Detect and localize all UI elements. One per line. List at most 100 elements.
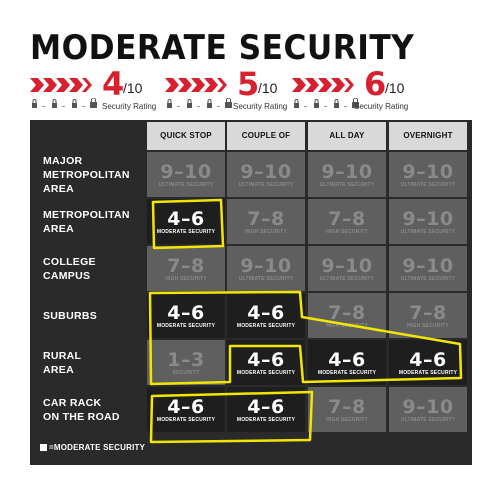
rating-level-label: ULTIMATE SECURITY <box>238 181 294 188</box>
rating-range: 4–6 <box>247 395 285 418</box>
rating-cell: 9–10 ULTIMATE SECURITY <box>227 152 305 197</box>
rating-range: 9–10 <box>402 160 454 183</box>
row-label: METROPOLITAN AREA <box>33 199 143 244</box>
row-label: CAR RACK ON THE ROAD <box>33 387 143 432</box>
highlight-outline-suburbs-rural <box>148 290 463 386</box>
rating-cell: 4–6 MODERATE SECURITY <box>147 199 225 244</box>
rating-denominator: /10 <box>385 80 405 96</box>
rating-level-label: HIGH SECURITY <box>407 322 449 329</box>
legend-square-icon <box>40 444 47 451</box>
rating-denominator: /10 <box>123 80 143 96</box>
rating-range: 1–3 <box>167 348 205 371</box>
rating-range: 9–10 <box>160 160 212 183</box>
rating-level-label: MODERATE SECURITY <box>317 369 377 376</box>
rating-caption: Security Rating <box>102 102 157 111</box>
row-label: MAJOR METROPOLITAN AREA <box>33 152 143 197</box>
rating-level-label: HIGH SECURITY <box>165 275 207 282</box>
column-header: ALL DAY <box>308 122 386 150</box>
rating-range: 4–6 <box>167 301 205 324</box>
rating-range: 9–10 <box>240 160 292 183</box>
rating-level-label: MODERATE SECURITY <box>236 416 296 423</box>
rating-cell: 9–10 ULTIMATE SECURITY <box>227 246 305 291</box>
rating-level-label: ULTIMATE SECURITY <box>319 181 375 188</box>
lock-icons <box>32 98 97 108</box>
rating-range: 9–10 <box>321 254 373 277</box>
page-title: MODERATE SECURITY <box>30 28 415 68</box>
rating-range: 7–8 <box>167 254 205 277</box>
rating-level-label: MODERATE SECURITY <box>398 369 458 376</box>
rating-cell: 4–6 MODERATE SECURITY <box>227 293 305 338</box>
rating-cell: 7–8 HIGH SECURITY <box>389 293 467 338</box>
rating-number: 4 <box>102 65 125 103</box>
rating-5: 5 /10 Security Rating <box>165 66 290 118</box>
rating-range: 7–8 <box>247 207 285 230</box>
rating-level-label: HIGH SECURITY <box>326 416 368 423</box>
rating-range: 7–8 <box>409 301 447 324</box>
row-label-line: ON THE ROAD <box>43 410 120 423</box>
rating-caption: Security Rating <box>233 102 288 111</box>
column-header: OVERNIGHT <box>389 122 467 150</box>
rating-level-label: ULTIMATE SECURITY <box>400 181 456 188</box>
rating-4: 4 /10 Security Rating <box>30 65 157 118</box>
rating-range: 9–10 <box>402 254 454 277</box>
row-label-line: SUBURBS <box>43 309 98 322</box>
highlight-outlines <box>148 198 463 444</box>
rating-denominator: /10 <box>258 80 278 96</box>
rating-range: 9–10 <box>240 254 292 277</box>
rating-level-label: MODERATE SECURITY <box>236 322 296 329</box>
rating-cell: 7–8 HIGH SECURITY <box>308 199 386 244</box>
rating-level-label: MODERATE SECURITY <box>236 369 296 376</box>
rating-cell: 4–6 MODERATE SECURITY <box>227 340 305 385</box>
rating-cell: 9–10 ULTIMATE SECURITY <box>389 152 467 197</box>
row-label-line: AREA <box>43 222 74 235</box>
legend: =MODERATE SECURITY <box>40 443 145 452</box>
rating-level-label: HIGH SECURITY <box>326 228 368 235</box>
rating-cell: 9–10 ULTIMATE SECURITY <box>147 152 225 197</box>
rating-cell: 7–8 HIGH SECURITY <box>308 387 386 432</box>
rating-range: 7–8 <box>328 395 366 418</box>
rating-range: 4–6 <box>167 207 205 230</box>
rating-level-label: ULTIMATE SECURITY <box>319 275 375 282</box>
rating-cell: 9–10 ULTIMATE SECURITY <box>308 152 386 197</box>
rating-cell: 4–6 MODERATE SECURITY <box>308 340 386 385</box>
rating-range: 4–6 <box>247 301 285 324</box>
rating-level-label: ULTIMATE SECURITY <box>400 228 456 235</box>
rating-level-label: MODERATE SECURITY <box>156 322 216 329</box>
highlight-outline-metro <box>151 198 225 250</box>
row-label-line: AREA <box>43 363 74 376</box>
rating-cell: 9–10 ULTIMATE SECURITY <box>308 246 386 291</box>
row-label-line: CAMPUS <box>43 269 91 282</box>
row-label-line: CAR RACK <box>43 396 102 409</box>
security-ratings: 4 /10 Security Rating 5 /10 <box>30 65 470 118</box>
row-label-line: COLLEGE <box>43 255 96 268</box>
row-label: COLLEGE CAMPUS <box>33 246 143 291</box>
rating-level-label: ULTIMATE SECURITY <box>238 275 294 282</box>
column-header: COUPLE OF HOURS <box>227 122 305 168</box>
rating-cell: 9–10 ULTIMATE SECURITY <box>389 246 467 291</box>
row-label: SUBURBS <box>33 293 143 338</box>
rating-range: 9–10 <box>402 207 454 230</box>
rating-range: 4–6 <box>409 348 447 371</box>
rating-cell: 7–8 HIGH SECURITY <box>147 246 225 291</box>
rating-level-label: MODERATE SECURITY <box>156 228 216 235</box>
row-label-line: AREA <box>43 182 74 195</box>
rating-cell: 9–10 ULTIMATE SECURITY <box>389 199 467 244</box>
rating-range: 9–10 <box>402 395 454 418</box>
row-label-line: METROPOLITAN <box>43 168 130 181</box>
rating-caption: Security Rating <box>354 102 409 111</box>
rating-cell: 9–10 ULTIMATE SECURITY <box>389 387 467 432</box>
lock-icons <box>167 98 232 108</box>
chevron-arrows-icon <box>165 78 227 92</box>
rating-level-label: ULTIMATE SECURITY <box>158 181 214 188</box>
rating-cell: 4–6 MODERATE SECURITY <box>147 293 225 338</box>
row-label: RURAL AREA <box>33 340 143 385</box>
column-header: QUICK STOP <box>147 122 225 150</box>
rating-number: 6 <box>364 65 387 103</box>
highlight-outline-car-rack <box>149 390 314 444</box>
rating-range: 7–8 <box>328 207 366 230</box>
chevron-arrows-icon <box>30 78 92 92</box>
rating-level-label: MODERATE SECURITY <box>156 416 216 423</box>
rating-range: 4–6 <box>328 348 366 371</box>
